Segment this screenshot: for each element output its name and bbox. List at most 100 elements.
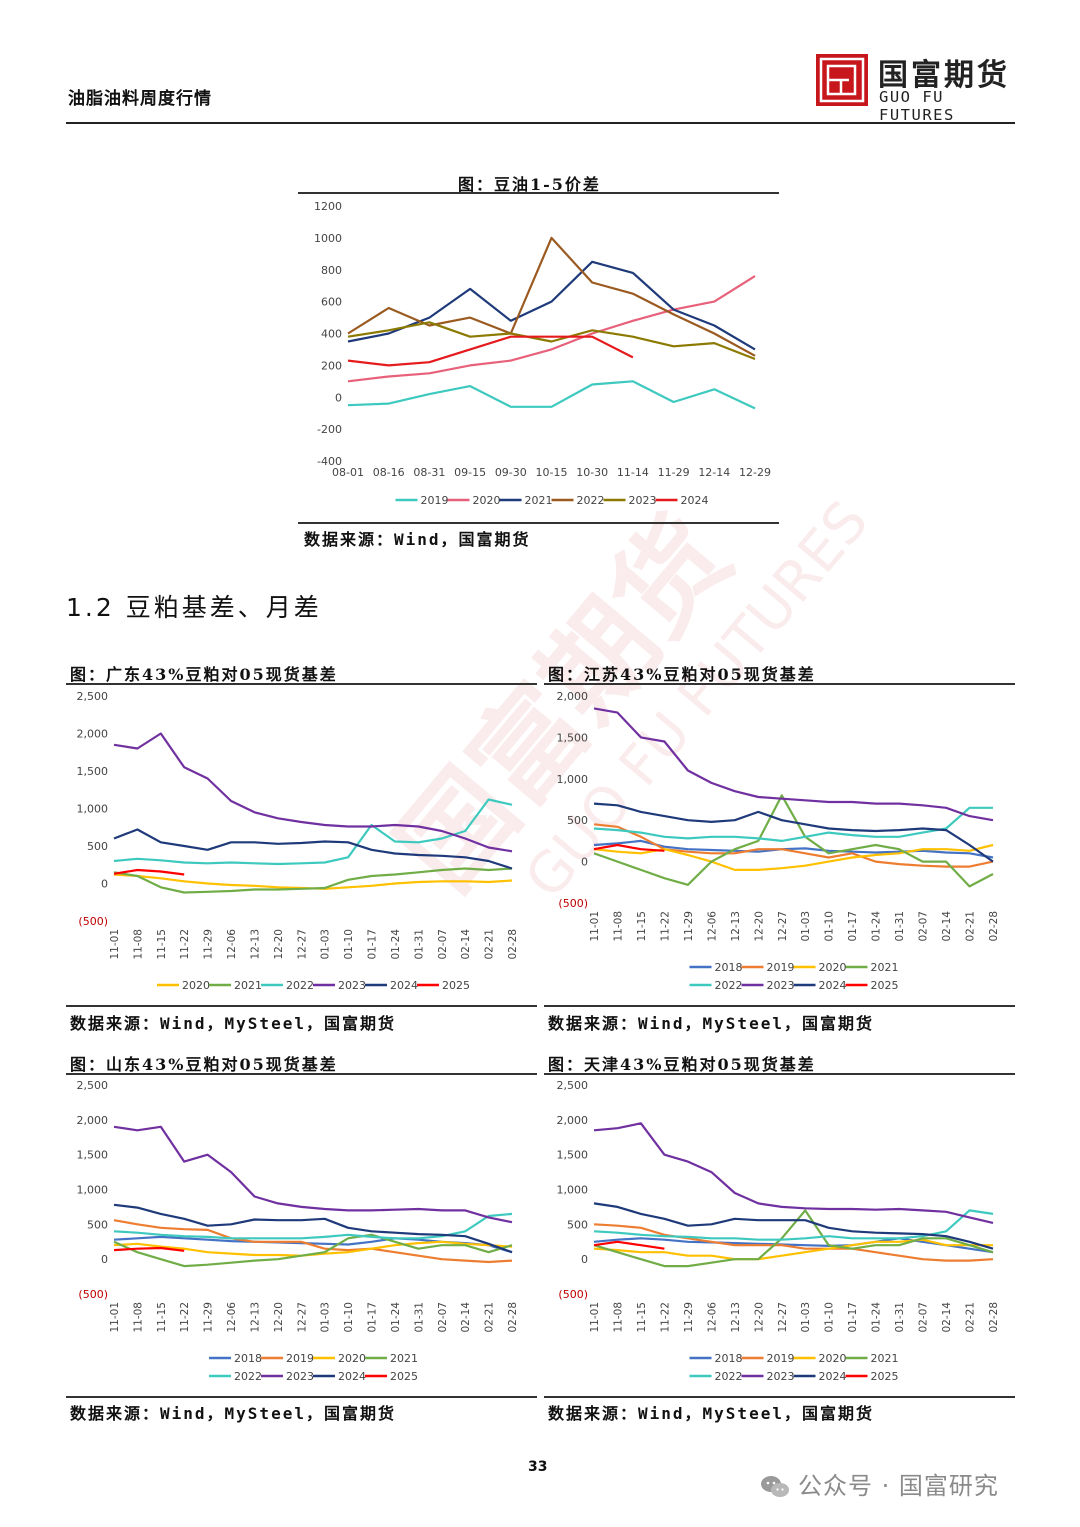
x-tick-label: 11-22: [179, 929, 191, 960]
series-line-2018: [593, 1237, 994, 1254]
x-tick-label: 10-15: [536, 466, 568, 479]
x-tick-label: 11-08: [132, 1302, 144, 1333]
y-tick-label: 1,500: [77, 1149, 109, 1162]
tianjin-source: 数据来源：Wind，MySteel，国富期货: [548, 1404, 874, 1423]
y-tick-label: 500: [567, 814, 588, 827]
y-tick-label: 2,500: [77, 690, 109, 703]
y-tick-label: 2,000: [557, 1114, 589, 1127]
series-line-2020: [347, 275, 756, 383]
x-tick-label: 01-10: [824, 1302, 836, 1333]
x-tick-label: 02-14: [460, 1302, 472, 1333]
y-tick-label: 800: [321, 264, 342, 277]
series-line-2024: [113, 828, 513, 870]
legend-label: 2018: [715, 1352, 743, 1365]
x-tick-label: 12-20: [273, 1302, 285, 1333]
shandong-source: 数据来源：Wind，MySteel，国富期货: [70, 1404, 396, 1423]
x-tick-label: 12-27: [777, 911, 789, 942]
y-tick-label: -400: [317, 455, 342, 468]
tianjin-title: 图：天津43%豆粕对05现货基差: [548, 1055, 816, 1074]
tianjin-top-rule: [544, 1073, 1015, 1075]
x-tick-label: 02-07: [918, 1302, 930, 1333]
series-line-2019: [347, 380, 756, 410]
y-tick-label: (500): [78, 1288, 108, 1301]
legend-label: 2020: [819, 1352, 847, 1365]
series-line-2023: [113, 732, 513, 853]
y-tick-label: 1,000: [77, 1184, 109, 1197]
jiangsu-bottom-rule: [544, 1005, 1015, 1007]
logo-en-text: GUO FU FUTURES: [879, 88, 955, 124]
x-tick-label: 01-24: [871, 911, 883, 942]
tianjin-chart: 2,500 2,000 1,500 1,000 500 0 (500)11-01 11-08 1…: [557, 1079, 1001, 1383]
legend-label: 2022: [234, 1370, 262, 1383]
series-line-2025: [593, 1240, 665, 1250]
jiangsu-title: 图：江苏43%豆粕对05现货基差: [548, 665, 816, 684]
x-tick-label: 12-27: [296, 929, 308, 960]
x-tick-label: 12-06: [226, 1302, 238, 1333]
x-tick-label: 11-08: [132, 929, 144, 960]
legend-label: 2021: [525, 494, 553, 507]
x-tick-label: 11-29: [203, 1302, 215, 1333]
legend-label: 2019: [767, 961, 795, 974]
x-tick-label: 11-15: [156, 929, 168, 960]
y-tick-label: 500: [567, 1218, 588, 1231]
x-tick-label: 01-31: [413, 929, 425, 960]
logo-cn-text: 国富期货: [878, 58, 1010, 93]
x-tick-label: 09-30: [495, 466, 527, 479]
y-tick-label: (500): [78, 915, 108, 928]
x-tick-label: 11-29: [658, 466, 690, 479]
legend-label: 2022: [715, 979, 743, 992]
x-tick-label: 12-20: [753, 911, 765, 942]
guangdong-source: 数据来源：Wind，MySteel，国富期货: [70, 1014, 396, 1033]
x-tick-label: 12-06: [706, 1302, 718, 1333]
y-tick-label: 500: [87, 840, 108, 853]
series-line-2021: [113, 1233, 513, 1268]
x-tick-label: 01-03: [320, 929, 332, 960]
series-line-2019: [593, 823, 994, 868]
x-tick-label: 11-22: [659, 911, 671, 942]
x-tick-label: 11-01: [109, 929, 121, 960]
x-tick-label: 02-14: [941, 911, 953, 942]
x-tick-label: 02-14: [941, 1302, 953, 1333]
series-line-2023: [113, 1125, 513, 1224]
guangdong-top-rule: [66, 683, 537, 685]
x-tick-label: 02-28: [507, 1302, 519, 1333]
y-tick-label: 2,500: [557, 1079, 589, 1092]
y-tick-label: 2,000: [557, 690, 589, 703]
x-tick-label: 12-13: [730, 1302, 742, 1333]
shandong-chart: 2,500 2,000 1,500 1,000 500 0 (500)11-01 11-08 1…: [77, 1079, 520, 1383]
y-tick-label: 1000: [314, 232, 342, 245]
x-tick-label: 12-06: [226, 929, 238, 960]
x-tick-label: 01-31: [894, 911, 906, 942]
x-tick-label: 11-22: [659, 1302, 671, 1333]
series-line-2020: [113, 873, 513, 890]
y-tick-label: 500: [87, 1218, 108, 1231]
series-line-2020: [593, 1238, 993, 1261]
legend-label: 2025: [442, 979, 470, 992]
series-line-2022: [593, 806, 993, 842]
legend-label: 2025: [871, 979, 899, 992]
legend-label: 2024: [390, 979, 418, 992]
legend-label: 2018: [234, 1352, 262, 1365]
y-tick-label: 600: [321, 296, 342, 309]
series-line-2025: [113, 1246, 185, 1252]
x-tick-label: 09-15: [454, 466, 486, 479]
y-tick-label: 200: [321, 359, 342, 372]
x-tick-label: 12-13: [730, 911, 742, 942]
document-title: 油脂油料周度行情: [68, 89, 212, 109]
series-line-2024: [113, 1203, 513, 1254]
legend-label: 2022: [577, 494, 605, 507]
legend-label: 2023: [286, 1370, 314, 1383]
x-tick-label: 12-27: [296, 1302, 308, 1333]
x-tick-label: 11-22: [179, 1302, 191, 1333]
x-tick-label: 02-21: [484, 929, 496, 960]
wechat-watermark-text: 公众号 · 国富研究: [798, 1472, 999, 1500]
x-tick-label: 02-07: [918, 911, 930, 942]
legend-label: 2025: [390, 1370, 418, 1383]
y-tick-label: 0: [335, 391, 342, 404]
shandong-top-rule: [66, 1073, 537, 1075]
y-tick-label: 1200: [314, 200, 342, 213]
x-tick-label: 01-17: [367, 1302, 379, 1333]
series-line-2025: [113, 868, 185, 876]
shandong-bottom-rule: [66, 1396, 537, 1398]
